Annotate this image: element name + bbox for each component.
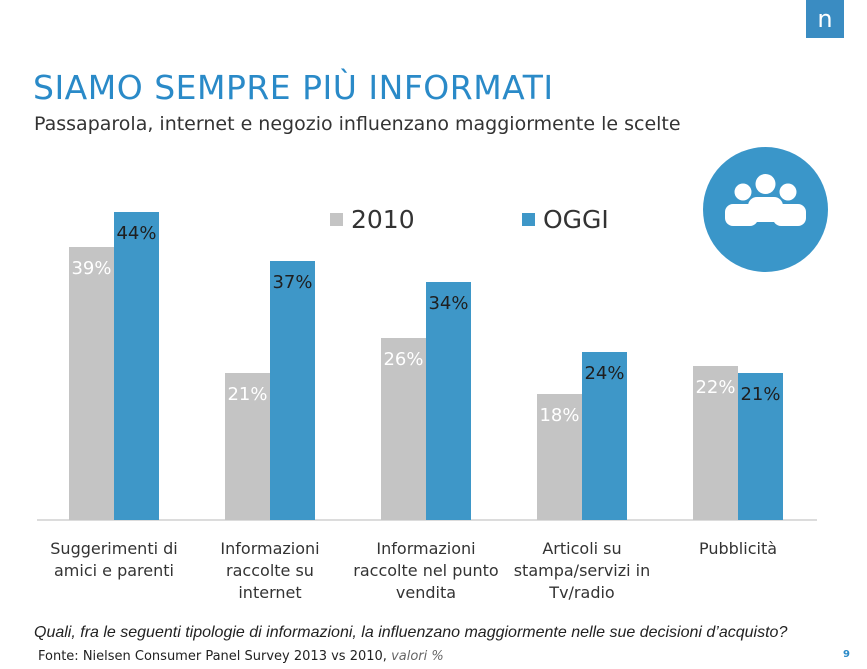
bar-2010-4 xyxy=(693,366,738,520)
page-title: SIAMO SEMPRE PIÙ INFORMATI xyxy=(33,68,554,107)
data-label-2010-0: 39% xyxy=(71,258,111,279)
category-label-2-line-2: vendita xyxy=(396,583,456,602)
data-label-2010-4: 22% xyxy=(695,377,735,398)
legend-swatch-oggi xyxy=(522,213,535,226)
data-label-oggi-4: 21% xyxy=(740,384,780,405)
source-note: Fonte: Nielsen Consumer Panel Survey 201… xyxy=(38,649,444,664)
data-label-oggi-3: 24% xyxy=(584,363,624,384)
category-label-1-line-1: raccolte su xyxy=(226,561,314,580)
category-label-4-line-0: Pubblicità xyxy=(699,539,777,558)
data-label-2010-3: 18% xyxy=(539,405,579,426)
bar-2010-2 xyxy=(381,338,426,520)
category-label-3-line-2: Tv/radio xyxy=(548,583,614,602)
legend-item-oggi: OGGI xyxy=(522,205,609,234)
people-group-icon xyxy=(703,147,828,272)
category-label-0-line-0: Suggerimenti di xyxy=(50,539,177,558)
category-label-2-line-1: raccolte nel punto xyxy=(353,561,498,580)
data-label-oggi-2: 34% xyxy=(428,293,468,314)
bar-2010-3 xyxy=(537,394,582,520)
page-subtitle: Passaparola, internet e negozio influenz… xyxy=(34,113,681,135)
bar-oggi-2 xyxy=(426,282,471,520)
legend-item-2010: 2010 xyxy=(330,205,415,234)
bar-oggi-0 xyxy=(114,212,159,520)
data-label-oggi-1: 37% xyxy=(272,272,312,293)
category-label-1-line-2: internet xyxy=(238,583,301,602)
category-label-3-line-1: stampa/servizi in xyxy=(514,561,651,580)
bar-2010-0 xyxy=(69,247,114,520)
bar-oggi-4 xyxy=(738,373,783,520)
page-number: 9 xyxy=(843,649,850,660)
category-label-1-line-0: Informazioni xyxy=(220,539,319,558)
data-label-2010-2: 26% xyxy=(383,349,423,370)
bar-2010-1 xyxy=(225,373,270,520)
bar-oggi-3 xyxy=(582,352,627,520)
category-label-3-line-0: Articoli su xyxy=(542,539,621,558)
nielsen-logo: n xyxy=(806,0,844,38)
bar-oggi-1 xyxy=(270,261,315,520)
legend-swatch-2010 xyxy=(330,213,343,226)
category-label-2-line-0: Informazioni xyxy=(376,539,475,558)
data-label-oggi-0: 44% xyxy=(116,223,156,244)
category-label-0-line-1: amici e parenti xyxy=(54,561,174,580)
survey-question: Quali, fra le seguenti tipologie di info… xyxy=(34,624,788,641)
data-label-2010-1: 21% xyxy=(227,384,267,405)
